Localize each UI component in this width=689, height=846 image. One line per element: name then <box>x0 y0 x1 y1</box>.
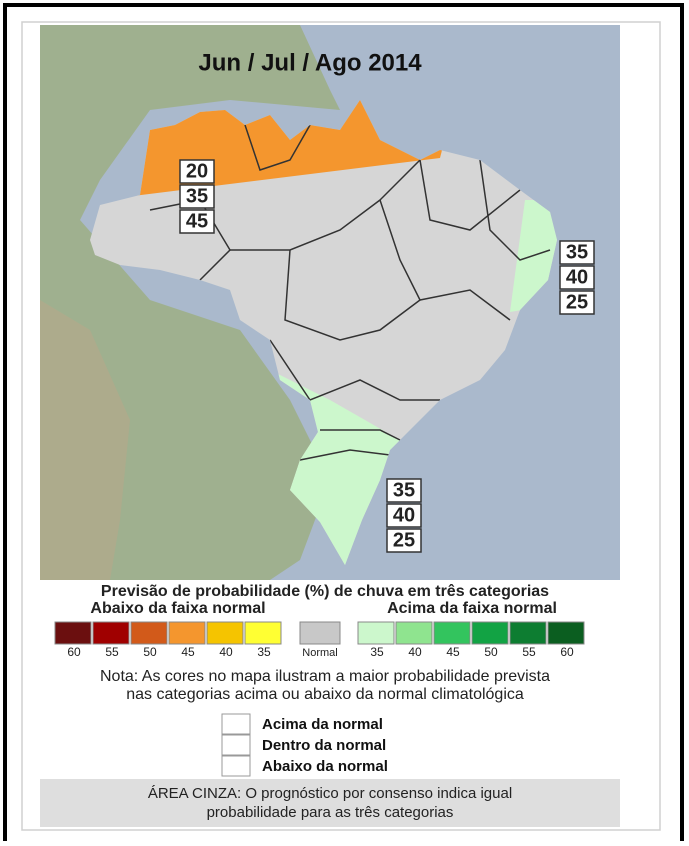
figure: Jun / Jul / Ago 2014 203545354025354025 … <box>0 0 689 841</box>
scale-label: 40 <box>219 645 233 659</box>
key-box <box>222 756 250 776</box>
scale-label: Normal <box>302 647 337 659</box>
scale-label: 35 <box>257 645 271 659</box>
scale-label: 55 <box>522 645 536 659</box>
scale-swatch <box>434 622 470 644</box>
scale-label: 55 <box>105 645 119 659</box>
probability-value: 45 <box>186 210 208 232</box>
scale-label: 60 <box>560 645 574 659</box>
scale-label: 45 <box>446 645 460 659</box>
scale-swatch <box>472 622 508 644</box>
scale-swatch <box>93 622 129 644</box>
footer-line: ÁREA CINZA: O prognóstico por consenso i… <box>148 785 512 802</box>
legend-title: Previsão de probabilidade (%) de chuva e… <box>101 583 549 600</box>
scale-swatch <box>396 622 432 644</box>
scale-swatch <box>131 622 167 644</box>
probability-value: 25 <box>393 529 415 551</box>
scale-label: 45 <box>181 645 195 659</box>
probability-value: 35 <box>566 241 588 263</box>
note-line: nas categorias acima ou abaixo da normal… <box>126 686 524 703</box>
note-line: Nota: As cores no mapa ilustram a maior … <box>100 668 550 685</box>
key-box <box>222 735 250 755</box>
probability-value: 20 <box>186 160 208 182</box>
below-label: Abaixo da faixa normal <box>90 600 265 617</box>
probability-value: 40 <box>393 504 415 526</box>
scale-swatch <box>207 622 243 644</box>
scale-label: 50 <box>143 645 157 659</box>
scale-label: 35 <box>370 645 384 659</box>
key-label: Dentro da normal <box>262 737 386 754</box>
map: Jun / Jul / Ago 2014 <box>40 25 620 600</box>
scale-swatch <box>358 622 394 644</box>
key-box <box>222 714 250 734</box>
scale-swatch <box>300 622 340 644</box>
probability-value: 35 <box>393 479 415 501</box>
probability-value: 35 <box>186 185 208 207</box>
above-label: Acima da faixa normal <box>387 600 557 617</box>
scale-swatch <box>245 622 281 644</box>
page: {"map": {"title": "Jun / Jul / Ago 2014"… <box>0 0 689 841</box>
scale-label: 60 <box>67 645 81 659</box>
probability-value: 25 <box>566 291 588 313</box>
key: Acima da normal Dentro da normal Abaixo … <box>222 714 388 776</box>
key-label: Acima da normal <box>262 716 383 733</box>
color-scale: 60 55 50 45 40 35 Normal 35 40 45 50 55 60 <box>55 622 584 659</box>
key-label: Abaixo da normal <box>262 758 388 775</box>
scale-label: 40 <box>408 645 422 659</box>
scale-swatch <box>169 622 205 644</box>
footer-line: probabilidade para as três categorias <box>207 804 454 821</box>
scale-label: 50 <box>484 645 498 659</box>
probability-value: 40 <box>566 266 588 288</box>
map-title: Jun / Jul / Ago 2014 <box>198 49 422 76</box>
scale-swatch <box>510 622 546 644</box>
scale-swatch <box>548 622 584 644</box>
scale-swatch <box>55 622 91 644</box>
